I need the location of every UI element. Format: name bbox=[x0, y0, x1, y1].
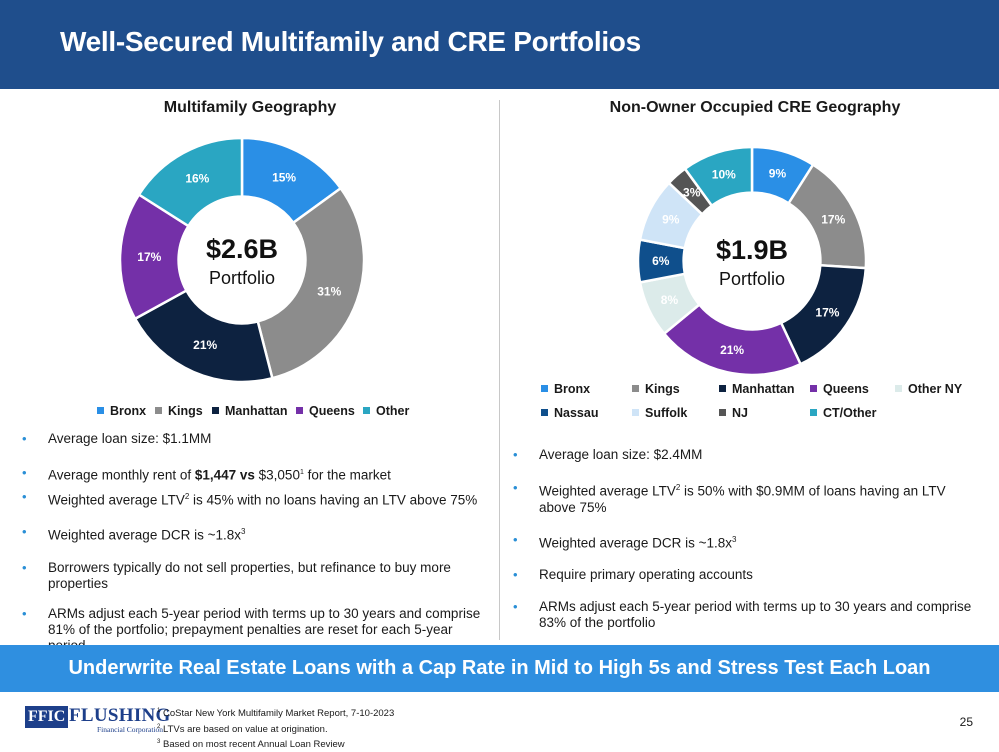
legend-swatch bbox=[719, 385, 726, 393]
legend-item-queens: Queens bbox=[296, 404, 355, 418]
donut-slice-kings bbox=[256, 186, 366, 380]
slice-label: 17% bbox=[815, 305, 839, 319]
legend-item-nassau: Nassau bbox=[541, 406, 598, 420]
legend-swatch bbox=[810, 385, 817, 393]
slice-label: 31% bbox=[317, 284, 341, 298]
center-value: $2.6B bbox=[206, 234, 278, 264]
center-label: Portfolio bbox=[209, 268, 275, 288]
legend-item-queens: Queens bbox=[810, 382, 869, 396]
legend-swatch bbox=[155, 407, 162, 415]
legend-item-bronx: Bronx bbox=[97, 404, 146, 418]
summary-banner: Underwrite Real Estate Loans with a Cap … bbox=[0, 645, 999, 692]
page-title: Well-Secured Multifamily and CRE Portfol… bbox=[60, 26, 641, 57]
bullet-item: • ARMs adjust each 5-year period with ter… bbox=[22, 605, 481, 653]
slice-label: 16% bbox=[185, 172, 209, 186]
slice-label: 8% bbox=[661, 293, 679, 307]
bullet-item: • Require primary operating accounts bbox=[513, 567, 753, 582]
bullet-item: • Weighted average DCR is ~1.8x3 bbox=[22, 524, 246, 543]
legend-item-kings: Kings bbox=[632, 382, 680, 396]
bullet-item: • Average monthly rent of $1,447 vs $3,05… bbox=[22, 465, 391, 483]
legend-swatch bbox=[296, 407, 303, 415]
slice-label: 3% bbox=[683, 186, 701, 200]
legend-swatch bbox=[541, 409, 548, 417]
legend-swatch bbox=[632, 385, 639, 393]
multifamily-donut-chart: 15% 31% 21% 17% 16% $2.6B Portfolio bbox=[118, 136, 366, 384]
bullet-item: • ARMs adjust each 5-year period with ter… bbox=[513, 599, 972, 630]
bullet-item: • Borrowers typically do not sell propert… bbox=[22, 559, 451, 591]
legend-item-bronx: Bronx bbox=[541, 382, 590, 396]
slice-label: 17% bbox=[137, 250, 161, 264]
slice-label: 17% bbox=[821, 213, 845, 227]
slice-label: 15% bbox=[272, 170, 296, 184]
legend-item-ct-other: CT/Other bbox=[810, 406, 876, 420]
slice-label: 9% bbox=[662, 213, 680, 227]
cre-bullets: • Average loan size: $2.4MM • Weighted ave… bbox=[513, 447, 983, 631]
multifamily-chart-title: Multifamily Geography bbox=[163, 99, 337, 116]
footnote-1: 1 CoStar New York Multifamily Market Rep… bbox=[157, 708, 395, 720]
donut-slice-ct-other bbox=[683, 145, 754, 208]
bullet-item: • Weighted average DCR is ~1.8x3 bbox=[513, 531, 737, 551]
legend-item-suffolk: Suffolk bbox=[632, 406, 687, 420]
legend-swatch bbox=[632, 409, 639, 417]
legend-item-nj: NJ bbox=[719, 406, 748, 420]
page-number: 25 bbox=[959, 715, 973, 729]
legend-swatch bbox=[719, 409, 726, 417]
slice-label: 6% bbox=[652, 254, 670, 268]
donut-slice-other bbox=[137, 136, 244, 228]
footnotes: 1 CoStar New York Multifamily Market Rep… bbox=[157, 705, 394, 752]
legend-swatch bbox=[810, 409, 817, 417]
footnote-3: 3 Based on most recent Annual Loan Revie… bbox=[157, 739, 345, 751]
bullet-item: • Average loan size: $2.4MM bbox=[513, 447, 703, 462]
bullet-item: • Weighted average LTV2 is 45% with no lo… bbox=[22, 488, 478, 508]
slice-label: 10% bbox=[712, 167, 736, 181]
legend-item-manhattan: Manhattan bbox=[212, 404, 288, 418]
legend-swatch bbox=[212, 407, 219, 415]
legend-item-kings: Kings bbox=[155, 404, 203, 418]
legend-item-other-ny: Other NY bbox=[895, 382, 962, 396]
legend-swatch bbox=[363, 407, 370, 415]
bullet-item: • Average loan size: $1.1MM bbox=[22, 431, 212, 446]
center-label: Portfolio bbox=[719, 269, 785, 289]
slice-label: 21% bbox=[193, 338, 217, 352]
legend-swatch bbox=[895, 385, 902, 393]
slice-label: 9% bbox=[769, 166, 787, 180]
legend-item-other: Other bbox=[363, 404, 409, 418]
legend-swatch bbox=[97, 407, 104, 415]
legend-swatch bbox=[541, 385, 548, 393]
multifamily-bullets: • Average loan size: $1.1MM • Average mont… bbox=[22, 431, 482, 654]
center-value: $1.9B bbox=[716, 235, 788, 265]
bullet-item: • Weighted average LTV2 is 50% with $0.9M… bbox=[513, 480, 946, 515]
legend-item-manhattan: Manhattan bbox=[719, 382, 795, 396]
footnote-2: 2 LTVs are based on value at origination… bbox=[157, 723, 328, 735]
column-divider bbox=[499, 100, 500, 640]
donut-slice-manhattan bbox=[133, 288, 274, 384]
header-bar: Well-Secured Multifamily and CRE Portfol… bbox=[0, 0, 999, 89]
slice-label: 21% bbox=[720, 343, 744, 357]
cre-chart-title: Non-Owner Occupied CRE Geography bbox=[609, 99, 901, 116]
